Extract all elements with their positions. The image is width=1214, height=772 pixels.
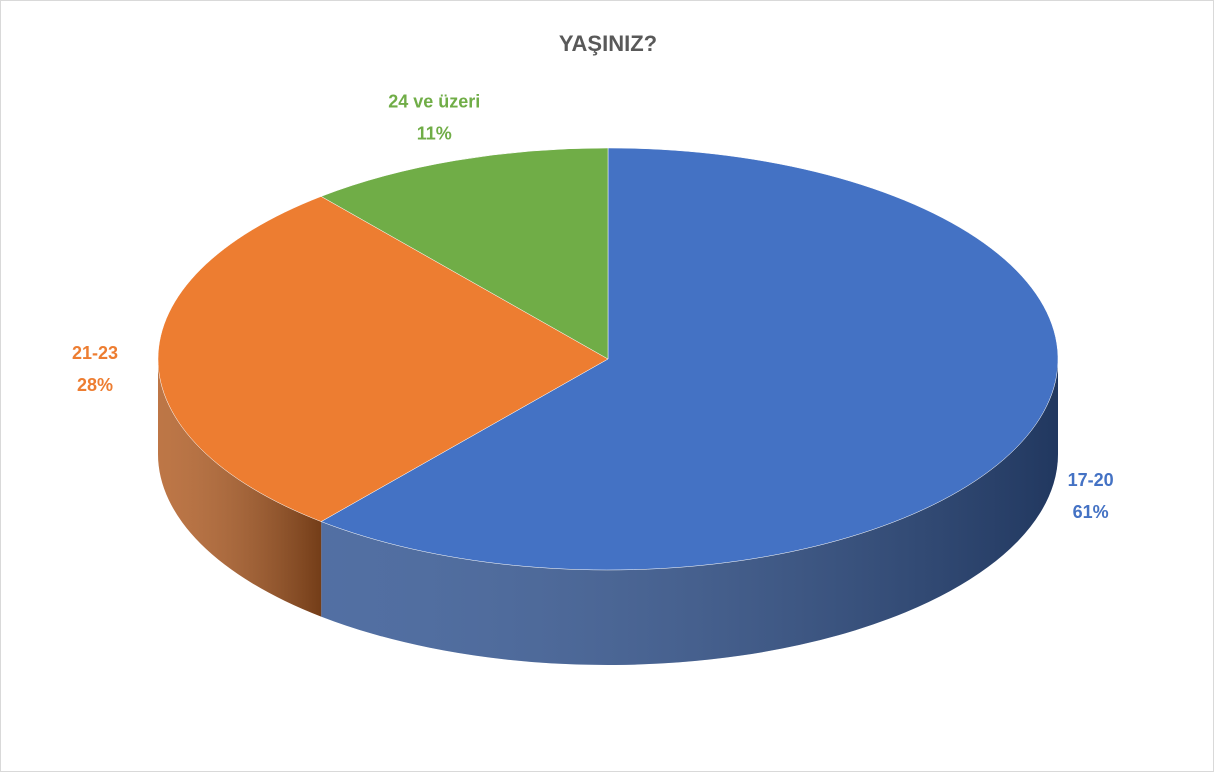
data-label-value: 28% <box>77 375 113 395</box>
slice-side-shade <box>158 359 322 617</box>
chart-title: YAŞINIZ? <box>559 31 657 56</box>
data-label-category: 24 ve üzeri <box>388 91 480 111</box>
pie: 17-20 61% 21-23 28% 24 ve üzeri 11% <box>72 91 1114 665</box>
data-label-value: 61% <box>1073 502 1109 522</box>
slice-side-shade <box>321 359 1059 665</box>
data-label-category: 21-23 <box>72 343 118 363</box>
data-label-value: 11% <box>417 123 452 143</box>
data-label-category: 17-20 <box>1068 470 1114 490</box>
slice <box>320 147 609 360</box>
slice <box>320 147 1059 571</box>
slice <box>157 196 609 522</box>
